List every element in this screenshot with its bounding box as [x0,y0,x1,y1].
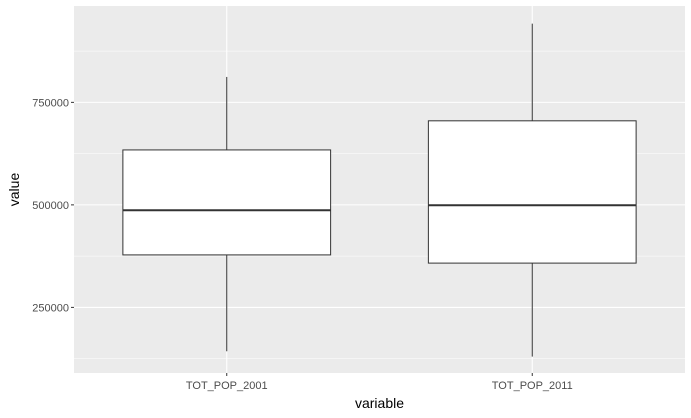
box-iqr [427,120,637,264]
y-tick-label: 750000 [32,97,69,109]
x-axis-title: variable [355,395,404,411]
box-1 [122,76,332,352]
box-2 [427,23,637,357]
boxes [122,23,637,357]
box-iqr [122,149,332,256]
x-tick-label: TOT_POP_2001 [186,380,268,392]
y-axis-title: value [6,173,22,207]
y-tick-label: 250000 [32,302,69,314]
axes: 250000 500000 750000 TOT_POP_2001 TOT_POP_20… [32,97,572,392]
x-tick-label: TOT_POP_2011 [492,380,573,392]
y-tick-label: 500000 [32,200,69,212]
